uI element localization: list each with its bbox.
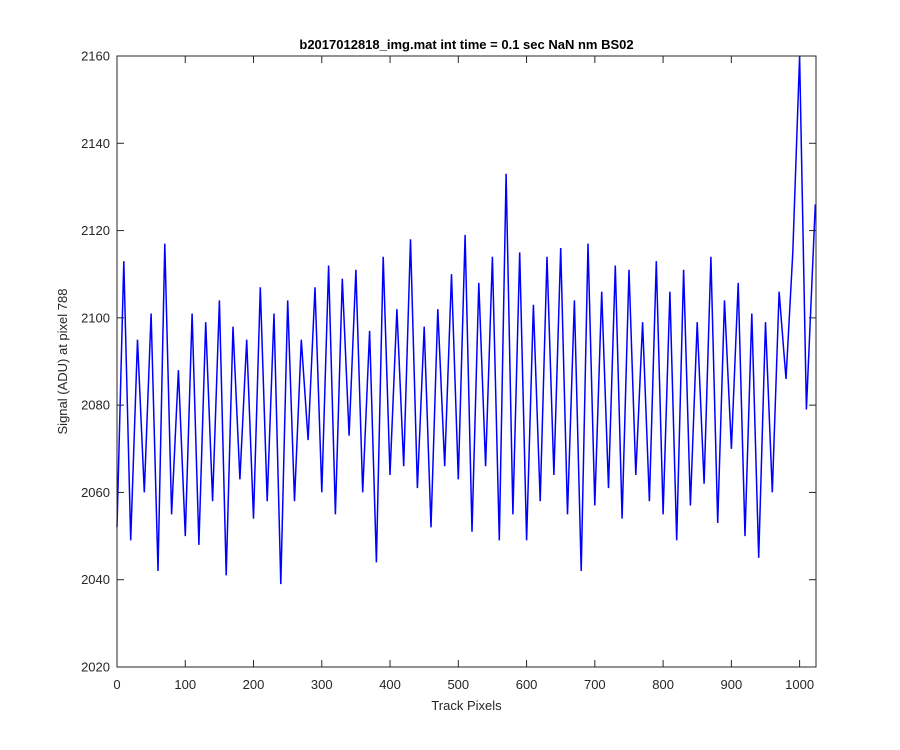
y-axis-label: Signal (ADU) at pixel 788: [55, 289, 70, 435]
x-tick-label: 200: [243, 677, 265, 692]
y-tick-label: 2120: [81, 223, 110, 238]
x-axis-label: Track Pixels: [431, 698, 502, 713]
x-tick-label: 100: [174, 677, 196, 692]
y-tick-label: 2160: [81, 49, 110, 64]
y-tick-label: 2020: [81, 660, 110, 675]
x-axis-ticks: 0 100 200 300 400 500 600 700 800 900 1000: [113, 56, 814, 692]
plot-lines: [116, 55, 817, 585]
x-tick-label: 1000: [785, 677, 814, 692]
plot-area: [117, 56, 816, 667]
y-tick-label: 2140: [81, 136, 110, 151]
x-tick-label: 300: [311, 677, 333, 692]
x-tick-label: 700: [584, 677, 606, 692]
axes-box: [116, 55, 817, 668]
y-tick-label: 2040: [81, 572, 110, 587]
y-tick-label: 2100: [81, 310, 110, 325]
x-tick-label: 500: [447, 677, 469, 692]
y-tick-label: 2060: [81, 485, 110, 500]
x-tick-label: 0: [113, 677, 120, 692]
x-tick-label: 600: [516, 677, 538, 692]
x-tick-label: 800: [652, 677, 674, 692]
x-tick-label: 400: [379, 677, 401, 692]
y-axis-ticks: 2020 2040 2060 2080 2100 2120 2140 2160: [81, 49, 816, 675]
series-line-0: [116, 55, 817, 585]
chart-title: b2017012818_img.mat int time = 0.1 sec N…: [299, 37, 633, 52]
y-tick-label: 2080: [81, 398, 110, 413]
x-tick-label: 900: [721, 677, 743, 692]
